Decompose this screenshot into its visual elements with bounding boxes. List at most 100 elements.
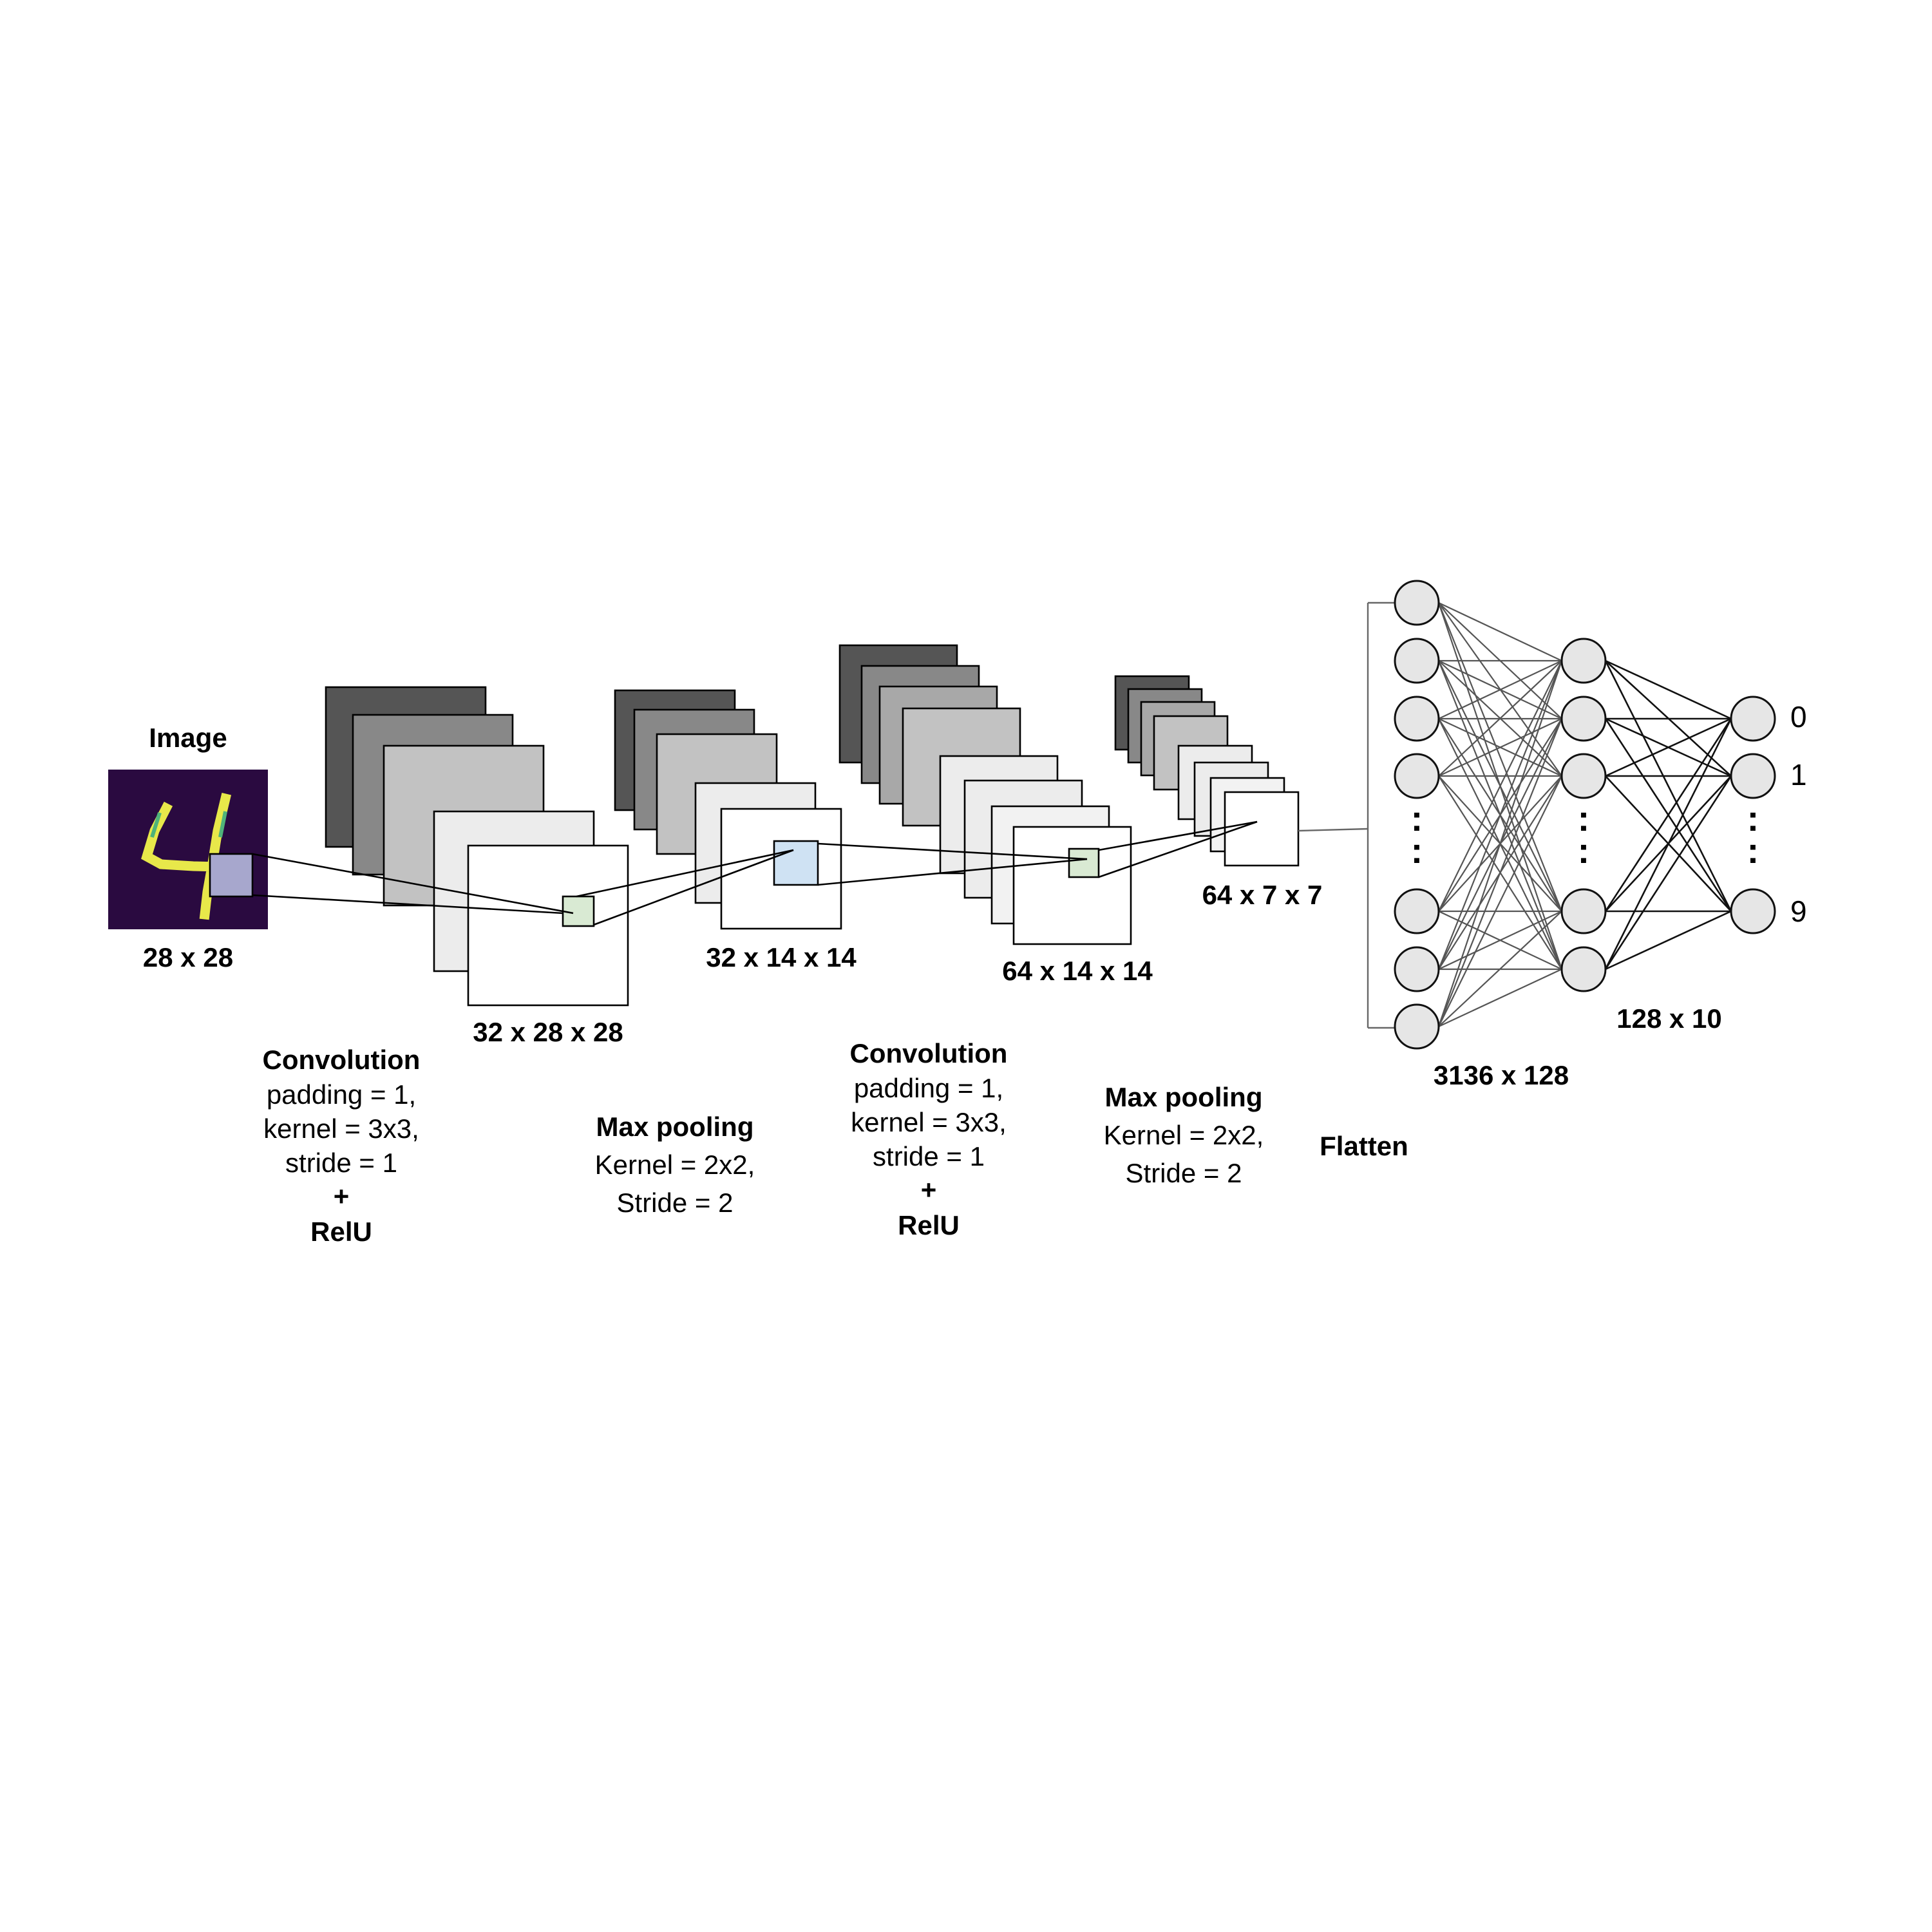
conv2-line-kernel: kernel = 3x3,	[851, 1107, 1007, 1137]
pool2-size-label: 64 x 7 x 7	[1202, 880, 1323, 910]
dense1-edge-6-1	[1437, 718, 1563, 1027]
dense1-edge-6-3	[1438, 911, 1562, 1027]
connector-conv1-pool1-top	[576, 849, 794, 898]
pool1-title: Max pooling	[596, 1112, 754, 1142]
dense1-edge-3-0	[1438, 660, 1562, 777]
conv2-activation: RelU	[898, 1210, 960, 1240]
dense1-edge-4-0	[1438, 660, 1562, 912]
flatten-node-5	[1394, 946, 1440, 992]
hidden-node-1	[1560, 696, 1607, 742]
dense2-edge-3-0	[1604, 718, 1732, 912]
pool1-feature-maps	[614, 689, 842, 930]
dense1-edge-2-0	[1438, 660, 1562, 719]
dense1-edge-3-1	[1438, 718, 1562, 777]
output-label-1: 1	[1790, 758, 1807, 791]
conv1-line-padding: padding = 1,	[267, 1079, 416, 1110]
dense2-edge-4-0	[1604, 718, 1732, 970]
output-ellipsis-dots-top: :	[1747, 798, 1759, 838]
input-size-label: 28 x 28	[143, 942, 233, 972]
pool2-description: Max pooling Kernel = 2x2, Stride = 2	[1104, 1082, 1264, 1188]
connector-conv2-pool2-bottom	[1098, 820, 1258, 878]
dense1-size-label: 3136 x 128	[1434, 1060, 1569, 1090]
output-node-2	[1730, 888, 1776, 934]
flatten-node-6	[1394, 1003, 1440, 1050]
connector-pool1-conv2-bottom	[817, 858, 1088, 886]
output-node-1	[1730, 753, 1776, 799]
conv2-line-stride: stride = 1	[873, 1141, 985, 1171]
dense2-edge-4-1	[1604, 775, 1732, 970]
conv1-line-stride: stride = 1	[285, 1148, 397, 1178]
conv1-feature-maps	[325, 686, 629, 1007]
dense-network-nodes	[1394, 580, 1776, 1050]
receptive-field-connectors	[252, 820, 1368, 926]
hidden-node-3	[1560, 888, 1607, 934]
dense1-edge-6-0	[1437, 660, 1563, 1027]
dense1-edge-0-3	[1437, 602, 1563, 912]
hidden-node-0	[1560, 638, 1607, 684]
pool1-description: Max pooling Kernel = 2x2, Stride = 2	[595, 1112, 755, 1218]
output-ellipsis-dots-bottom: :	[1747, 830, 1759, 871]
dense2-size-label: 128 x 10	[1616, 1003, 1722, 1034]
dense2-edge-0-0	[1605, 659, 1732, 720]
pool1-size-label: 32 x 14 x 14	[706, 942, 857, 972]
conv1-line-kernel: kernel = 3x3,	[263, 1113, 419, 1144]
pool2-line-kernel: Kernel = 2x2,	[1104, 1120, 1264, 1150]
dense2-edge-4-2	[1605, 910, 1732, 971]
digit-four-stroke-shadow	[150, 811, 227, 838]
flatten-label: Flatten	[1320, 1131, 1408, 1161]
pool2-title: Max pooling	[1105, 1082, 1263, 1112]
layer2-ellipsis: : :	[1578, 798, 1590, 871]
hidden-node-2	[1560, 753, 1607, 799]
flatten-node-3	[1394, 753, 1440, 799]
conv1-size-label: 32 x 28 x 28	[473, 1017, 623, 1047]
dense1-edge-6-2	[1438, 775, 1562, 1027]
hidden-node-4	[1560, 946, 1607, 992]
layer1-ellipsis-dots-bottom: :	[1411, 830, 1423, 871]
flatten-bracket	[1367, 601, 1396, 1029]
pool1-line-kernel: Kernel = 2x2,	[595, 1150, 755, 1180]
pool2-line-stride: Stride = 2	[1126, 1158, 1242, 1188]
connector-pool1-conv2-top	[817, 842, 1088, 860]
connector-conv1-pool1-bottom	[593, 849, 794, 926]
output-label-0: 0	[1790, 700, 1807, 734]
output-label-9: 9	[1790, 895, 1807, 928]
flatten-node-2	[1394, 696, 1440, 742]
conv2-feature-maps	[838, 644, 1132, 945]
connector-input-conv1-bottom	[252, 894, 564, 914]
dense1-edge-6-4	[1438, 969, 1562, 1027]
conv2-line-padding: padding = 1,	[854, 1073, 1003, 1103]
conv2-plus: +	[921, 1175, 937, 1205]
dense2-edge-0-2	[1604, 660, 1732, 912]
dense-network-edges	[1437, 602, 1732, 1027]
dense1-edge-5-3	[1438, 911, 1562, 970]
conv2-map-8	[1012, 826, 1132, 945]
input-title: Image	[149, 723, 227, 753]
conv1-description: Convolution padding = 1, kernel = 3x3, s…	[263, 1045, 421, 1247]
conv2-description: Convolution padding = 1, kernel = 3x3, s…	[850, 1038, 1008, 1240]
layer2-ellipsis-dots-top: :	[1578, 798, 1590, 838]
input-kernel-window	[209, 853, 254, 898]
conv1-kernel-cell	[562, 895, 595, 927]
flatten-node-1	[1394, 638, 1440, 684]
conv1-plus: +	[334, 1181, 350, 1211]
connector-pool2-flatten	[1298, 828, 1368, 832]
dense2-edge-2-0	[1605, 717, 1732, 777]
dense1-edge-5-0	[1437, 660, 1563, 970]
connector-conv2-pool2-top	[1098, 820, 1258, 851]
pool1-line-stride: Stride = 2	[617, 1188, 734, 1218]
layer1-ellipsis-dots-top: :	[1411, 798, 1423, 838]
pool1-kernel-cell	[773, 840, 819, 886]
dense1-edge-0-0	[1438, 602, 1562, 661]
output-node-0	[1730, 696, 1776, 742]
layer2-ellipsis-dots-bottom: :	[1578, 830, 1590, 871]
output-ellipsis: : :	[1747, 798, 1759, 871]
layer1-ellipsis: : :	[1411, 798, 1423, 871]
input-image	[108, 770, 268, 929]
conv2-kernel-cell	[1068, 848, 1100, 878]
input-image-background	[108, 770, 268, 929]
connector-input-conv1-top	[252, 853, 574, 914]
flatten-node-0	[1394, 580, 1440, 626]
flatten-node-4	[1394, 888, 1440, 934]
conv1-activation: RelU	[310, 1217, 372, 1247]
